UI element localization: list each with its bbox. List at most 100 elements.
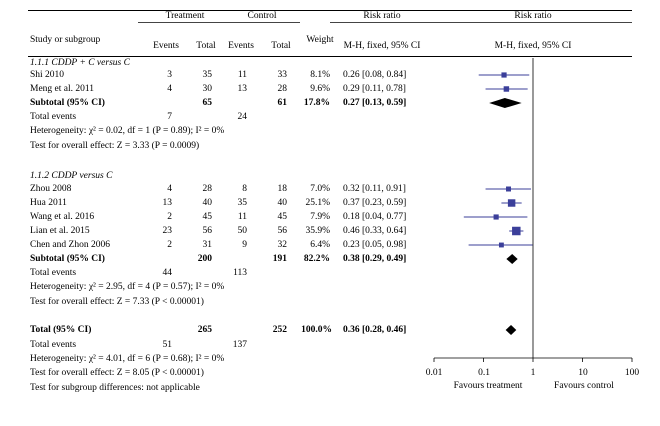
overall-effect: Test for overall effect: Z = 8.05 (P < 0…	[30, 368, 204, 378]
overall-effect: Test for overall effect: Z = 7.33 (P < 0…	[30, 297, 204, 307]
total-events-label: Total events	[30, 112, 77, 122]
t-events: 2	[167, 240, 172, 250]
subtotal-rr-ci: 0.27 [0.13, 0.59]	[343, 98, 407, 108]
tick-label: 100	[624, 368, 640, 378]
total-c-total: 252	[272, 325, 287, 335]
rr-ci: 0.37 [0.23, 0.59]	[343, 198, 407, 208]
rr-right-header-rule	[434, 22, 632, 23]
c-total-header: Total	[271, 41, 291, 51]
t-events: 13	[162, 198, 173, 208]
total-diamond	[505, 325, 517, 335]
c-total: 33	[277, 70, 288, 80]
tick-label: 10	[578, 368, 588, 378]
study-marker	[506, 186, 511, 192]
subtotal-diamond	[489, 98, 522, 108]
t-events: 4	[167, 184, 172, 194]
subtotal-c-total: 191	[272, 254, 287, 264]
weight: 25.1%	[305, 198, 330, 208]
study-name: Lian et al. 2015	[30, 226, 90, 236]
t-total: 31	[202, 240, 213, 250]
subgroup-differences: Test for subgroup differences: not appli…	[30, 383, 200, 393]
rr-ci: 0.23 [0.05, 0.98]	[343, 240, 407, 250]
subtotal-label: Subtotal (95% CI)	[30, 98, 105, 108]
favours-treatment-label: Favours treatment	[453, 381, 523, 391]
weight: 6.4%	[310, 240, 330, 250]
total-t-events: 7	[167, 112, 172, 122]
subtotal-t-total: 65	[202, 98, 213, 108]
rr-header-right: Risk ratio	[514, 11, 552, 21]
top-rule	[28, 10, 632, 11]
control-header: Control	[247, 11, 277, 21]
rr-ci: 0.26 [0.08, 0.84]	[343, 70, 407, 80]
treatment-header: Treatment	[165, 11, 205, 21]
t-events: 3	[167, 70, 172, 80]
c-total: 32	[277, 240, 288, 250]
total-events-label: Total events	[30, 268, 77, 278]
weight-header: Weight	[306, 35, 334, 45]
study-name: Wang et al. 2016	[30, 212, 95, 222]
study-col-header: Study or subgroup	[30, 35, 101, 45]
study-name: Chen and Zhon 2006	[30, 240, 110, 250]
t-events: 23	[162, 226, 173, 236]
subtotal-label: Subtotal (95% CI)	[30, 254, 105, 264]
heterogeneity: Heterogeneity: χ² = 2.95, df = 4 (P = 0.…	[30, 282, 225, 292]
study-marker	[498, 242, 504, 248]
t-total: 45	[202, 212, 213, 222]
t-total-header: Total	[196, 41, 216, 51]
control-header-rule	[222, 22, 300, 23]
rr-header-left: Risk ratio	[363, 11, 401, 21]
c-total: 28	[277, 84, 288, 94]
study-marker	[493, 214, 499, 220]
total-rr-ci: 0.36 [0.28, 0.46]	[343, 325, 407, 335]
c-total: 40	[277, 198, 288, 208]
c-total: 18	[277, 184, 288, 194]
study-name: Zhou 2008	[30, 184, 72, 194]
t-events: 2	[167, 212, 172, 222]
study-marker	[503, 86, 510, 92]
subgroup-title: 1.1.2 CDDP versus C	[30, 171, 113, 181]
treatment-header-rule	[138, 22, 228, 23]
t-total: 28	[202, 184, 213, 194]
subtotal-rr-ci: 0.38 [0.29, 0.49]	[343, 254, 407, 264]
study-name: Hua 2011	[30, 198, 67, 208]
c-events: 11	[237, 212, 247, 222]
tick-label: 1	[530, 368, 536, 378]
total-label: Total (95% CI)	[30, 325, 92, 335]
total-c-events: 113	[233, 268, 247, 278]
c-events-header: Events	[228, 41, 254, 51]
overall-effect: Test for overall effect: Z = 3.33 (P = 0…	[30, 141, 200, 151]
c-events: 13	[237, 84, 248, 94]
favours-control-label: Favours control	[554, 381, 614, 391]
study-marker	[507, 199, 516, 207]
weight: 7.9%	[310, 212, 330, 222]
total-events-label: Total events	[30, 340, 77, 350]
weight: 9.6%	[310, 84, 330, 94]
rr-ci: 0.46 [0.33, 0.64]	[343, 226, 407, 236]
rr-ci: 0.18 [0.04, 0.77]	[343, 212, 407, 222]
tick-label: 0.01	[425, 368, 443, 378]
total-c-events: 24	[237, 112, 248, 122]
header-bottom-rule	[28, 56, 632, 57]
c-total: 56	[277, 226, 288, 236]
total-t-events: 44	[162, 268, 173, 278]
t-total: 30	[202, 84, 213, 94]
heterogeneity: Heterogeneity: χ² = 0.02, df = 1 (P = 0.…	[30, 126, 225, 136]
study-marker	[512, 226, 521, 236]
subtotal-t-total: 200	[197, 254, 212, 264]
rr-ci: 0.32 [0.11, 0.91]	[343, 184, 406, 194]
rr-ci: 0.29 [0.11, 0.78]	[343, 84, 406, 94]
c-events: 8	[242, 184, 247, 194]
rr-left-header-rule	[330, 22, 446, 23]
t-events: 4	[167, 84, 172, 94]
study-name: Shi 2010	[30, 70, 65, 80]
t-total: 40	[202, 198, 213, 208]
weight: 8.1%	[310, 70, 330, 80]
method-header-right: M-H, fixed, 95% CI	[494, 41, 572, 51]
total-weight: 100.0%	[301, 325, 332, 335]
tick-label: 0.1	[478, 368, 490, 378]
t-events-header: Events	[153, 41, 179, 51]
c-events: 9	[242, 240, 247, 250]
study-marker	[501, 72, 507, 78]
subtotal-weight: 17.8%	[303, 98, 330, 108]
